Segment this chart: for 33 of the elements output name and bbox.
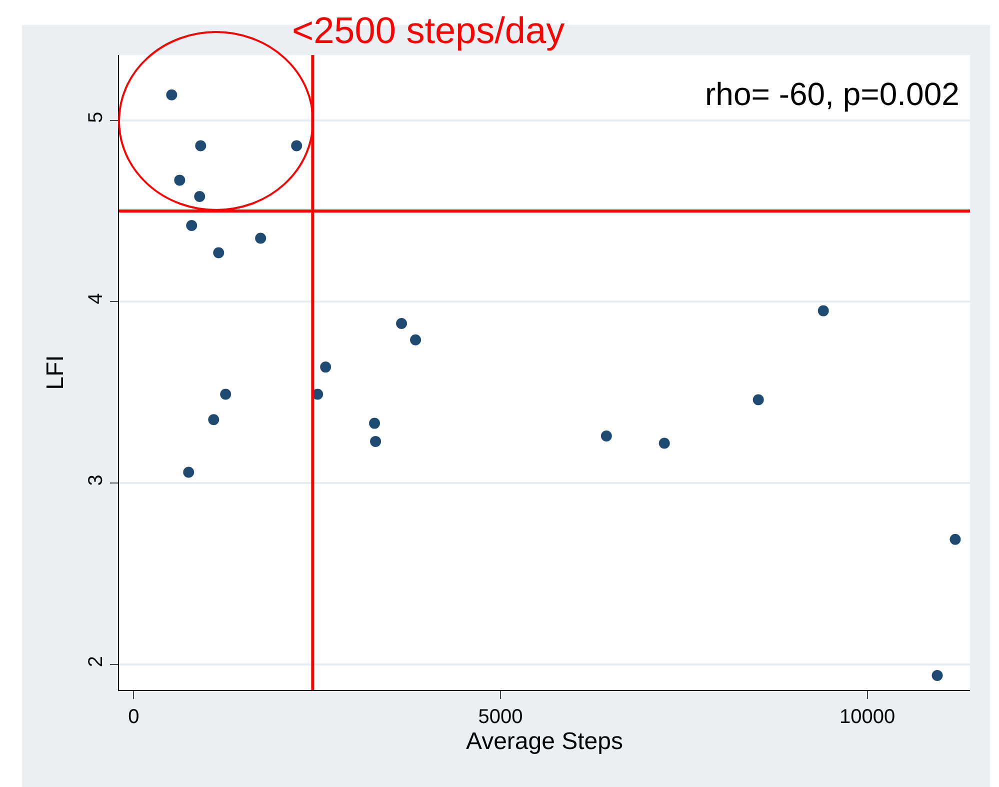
- point: [658, 438, 670, 449]
- x-tick-label: 0: [128, 706, 140, 728]
- point: [166, 89, 178, 100]
- point: [932, 670, 943, 681]
- y-tick-label: 5: [85, 112, 107, 123]
- point: [410, 334, 422, 346]
- y-tick-label: 4: [85, 293, 107, 304]
- x-tick-label: 10000: [839, 706, 896, 728]
- y-axis-title: LFI: [42, 355, 70, 390]
- point: [174, 174, 186, 186]
- annotation: rho= -60, p=0.002: [705, 76, 960, 112]
- point: [369, 418, 380, 429]
- point: [186, 220, 198, 232]
- point: [291, 140, 302, 152]
- point: [950, 534, 961, 545]
- point: [213, 247, 224, 258]
- y-tick-label: 2: [85, 656, 107, 668]
- point: [195, 140, 206, 152]
- point: [396, 318, 408, 330]
- point: [255, 232, 266, 244]
- point: [208, 414, 220, 426]
- point: [183, 466, 194, 478]
- point: [194, 191, 206, 202]
- y-tick-label: 3: [85, 474, 107, 486]
- point: [320, 362, 332, 373]
- text: <2500 steps/day: [292, 10, 566, 51]
- x-tick-label: 5000: [478, 706, 523, 728]
- point: [220, 388, 232, 400]
- x-axis-title: Average Steps: [466, 728, 623, 755]
- point: [370, 436, 382, 447]
- point: [600, 430, 612, 442]
- point: [818, 305, 829, 316]
- point: [752, 394, 764, 406]
